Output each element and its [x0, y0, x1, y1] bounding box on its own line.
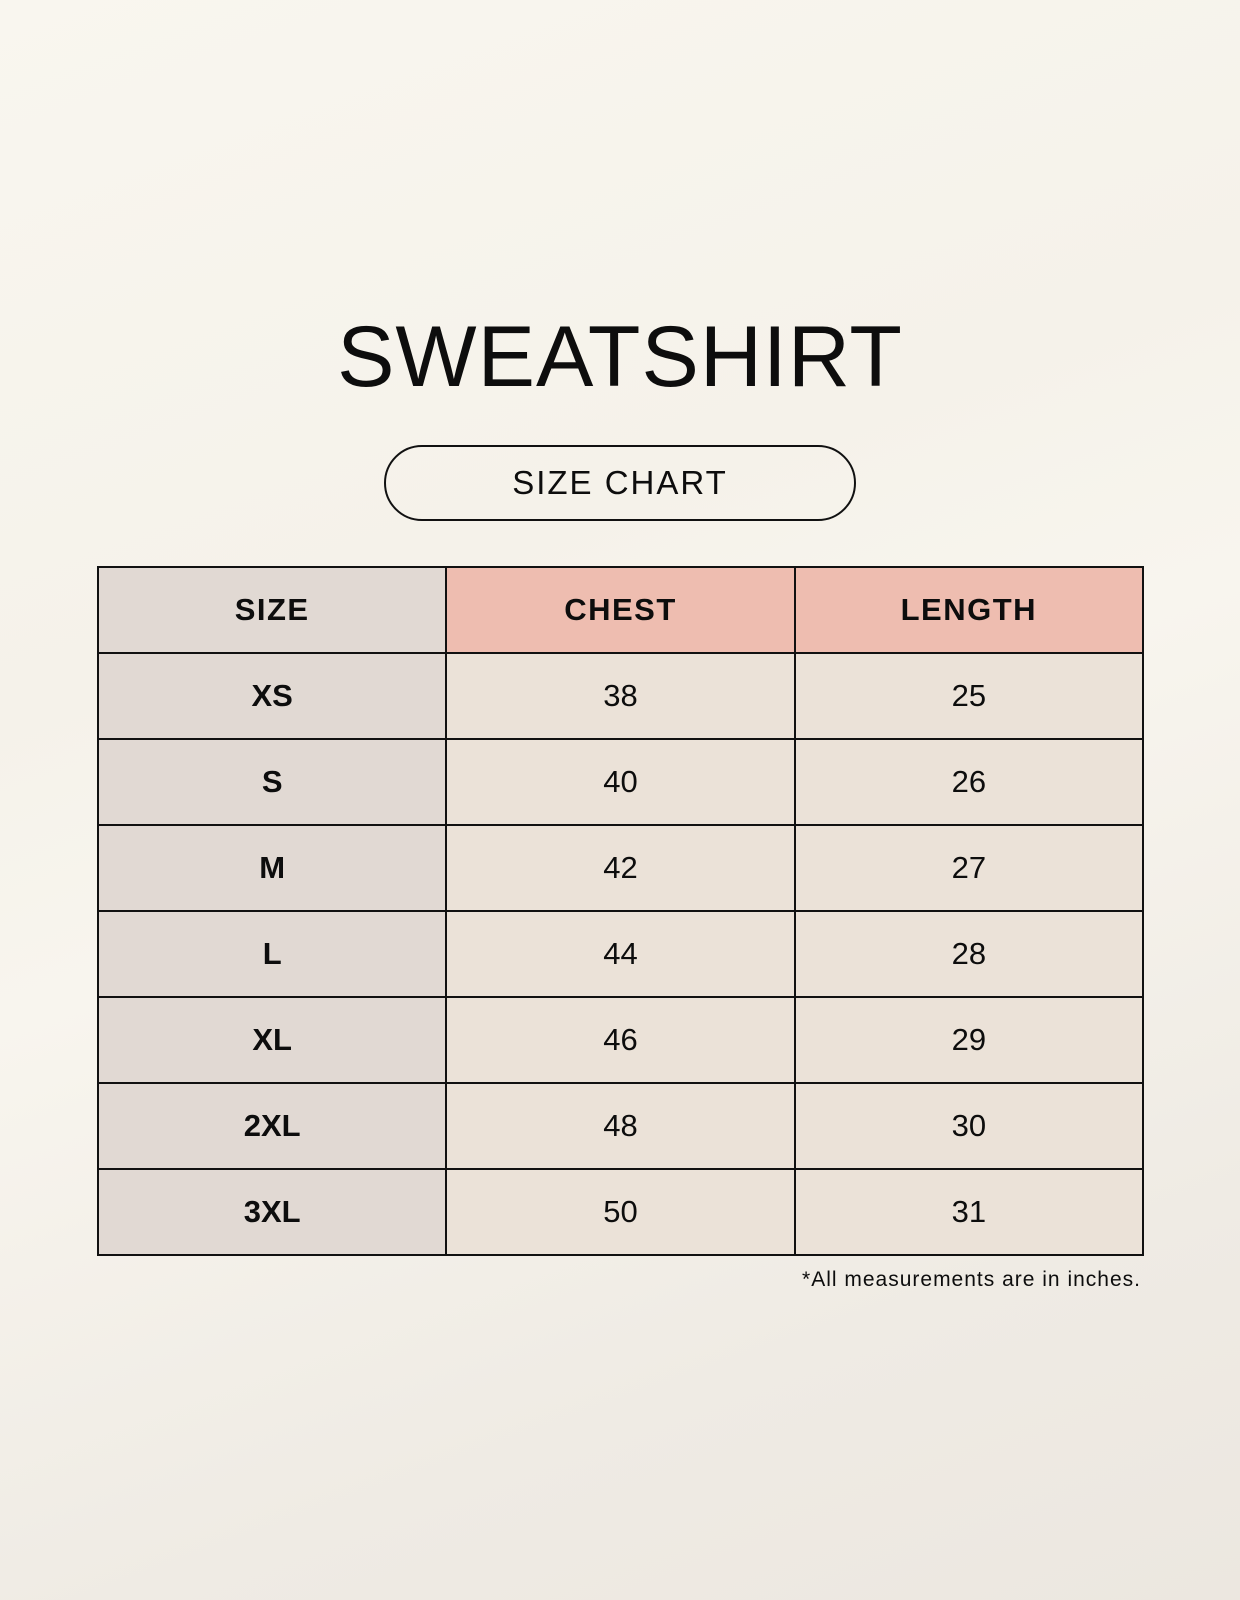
length-cell: 30: [793, 1082, 1145, 1170]
footnote: *All measurements are in inches.: [802, 1268, 1141, 1291]
chest-cell: 46: [445, 996, 796, 1084]
header-size: SIZE: [96, 566, 448, 654]
page-title: SWEATSHIRT: [337, 309, 903, 405]
table-row: L 44 28: [96, 910, 1145, 998]
table-row: XS 38 25: [96, 652, 1145, 740]
chest-cell: 50: [445, 1168, 796, 1256]
table-header-row: SIZE CHEST LENGTH: [96, 566, 1145, 654]
table-row: 3XL 50 31: [96, 1168, 1145, 1256]
size-cell: S: [96, 738, 448, 826]
size-cell: L: [96, 910, 448, 998]
header-chest: CHEST: [445, 566, 796, 654]
table-row: S 40 26: [96, 738, 1145, 826]
length-cell: 29: [793, 996, 1145, 1084]
header-length: LENGTH: [793, 566, 1145, 654]
table-row: M 42 27: [96, 824, 1145, 912]
size-cell: XS: [96, 652, 448, 740]
length-cell: 26: [793, 738, 1145, 826]
size-cell: 3XL: [96, 1168, 448, 1256]
chest-cell: 44: [445, 910, 796, 998]
length-cell: 28: [793, 910, 1145, 998]
size-chart-badge: SIZE CHART: [384, 445, 856, 521]
chest-cell: 40: [445, 738, 796, 826]
size-cell: XL: [96, 996, 448, 1084]
length-cell: 31: [793, 1168, 1145, 1256]
size-table: SIZE CHEST LENGTH XS 38 25 S 40 26 M 42 27 L 44 28 X…: [96, 566, 1145, 1256]
length-cell: 25: [793, 652, 1145, 740]
size-cell: 2XL: [96, 1082, 448, 1170]
table-row: 2XL 48 30: [96, 1082, 1145, 1170]
table-row: XL 46 29: [96, 996, 1145, 1084]
chest-cell: 48: [445, 1082, 796, 1170]
chest-cell: 38: [445, 652, 796, 740]
length-cell: 27: [793, 824, 1145, 912]
chest-cell: 42: [445, 824, 796, 912]
size-cell: M: [96, 824, 448, 912]
